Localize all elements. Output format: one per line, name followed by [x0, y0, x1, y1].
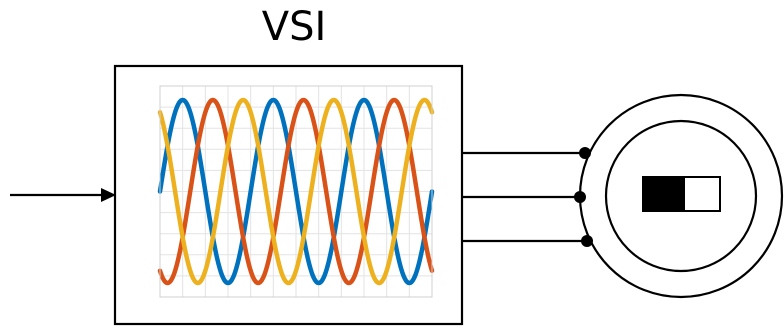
vsi-title: VSI	[261, 4, 327, 50]
terminal-dot-b	[574, 191, 586, 203]
plot-border	[159, 85, 433, 298]
rotor-indicator-frame	[642, 176, 721, 212]
wave-series-group	[157, 97, 435, 286]
rotor-indicator-filled	[643, 177, 684, 211]
wave-series-a	[157, 97, 435, 286]
waveform-plot	[157, 85, 435, 298]
input-arrow-head	[101, 188, 116, 202]
wave-series-b	[157, 97, 435, 286]
terminal-dot-a	[579, 147, 591, 159]
rotor-indicator-empty	[683, 176, 721, 212]
terminal-dot-c	[581, 235, 593, 247]
wave-series-c	[157, 97, 435, 286]
